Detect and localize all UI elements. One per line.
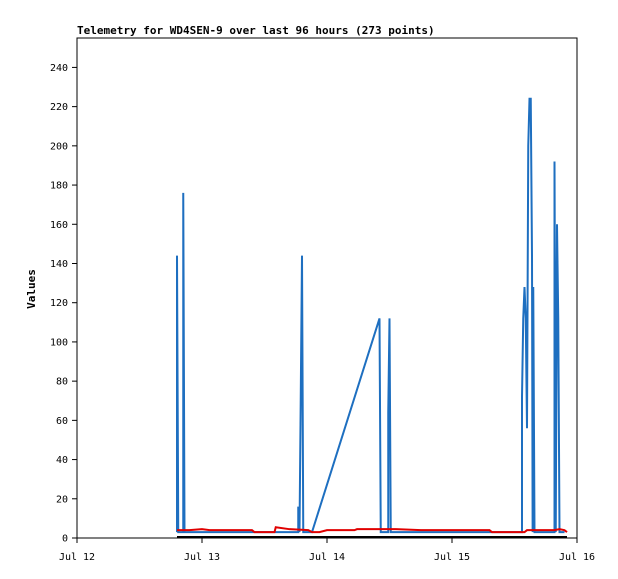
y-tick-label: 180: [50, 181, 68, 192]
y-axis-title: Values: [25, 269, 38, 309]
x-tick-label: Jul 14: [309, 552, 345, 563]
series-layer: [176, 97, 568, 539]
y-tick-label: 200: [50, 141, 68, 152]
y-tick-label: 240: [50, 63, 68, 74]
y-tick-label: 40: [56, 455, 68, 466]
x-axis: Jul 12 Jul 13 Jul 14 Jul 15 Jul 16: [59, 538, 595, 563]
x-tick-label: Jul 13: [184, 552, 220, 563]
series-line-2: [177, 526, 568, 534]
y-axis: 0 20 40 60 80 100 120 140 160 180 200 220 240: [50, 63, 77, 545]
y-tick-label: 160: [50, 220, 68, 231]
y-tick-label: 0: [62, 534, 68, 545]
plot-frame: [76, 37, 578, 539]
y-tick-label: 80: [56, 377, 68, 388]
chart-title: Telemetry for WD4SEN-9 over last 96 hour…: [77, 24, 435, 37]
y-tick-label: 120: [50, 298, 68, 309]
y-tick-label: 220: [50, 102, 68, 113]
y-tick-label: 140: [50, 259, 68, 270]
y-tick-label: 20: [56, 494, 68, 505]
x-tick-label: Jul 12: [59, 552, 95, 563]
y-tick-label: 60: [56, 416, 68, 427]
y-tick-label: 100: [50, 337, 68, 348]
x-tick-label: Jul 15: [434, 552, 470, 563]
series-line-1: [176, 97, 565, 534]
x-tick-label: Jul 16: [559, 552, 595, 563]
